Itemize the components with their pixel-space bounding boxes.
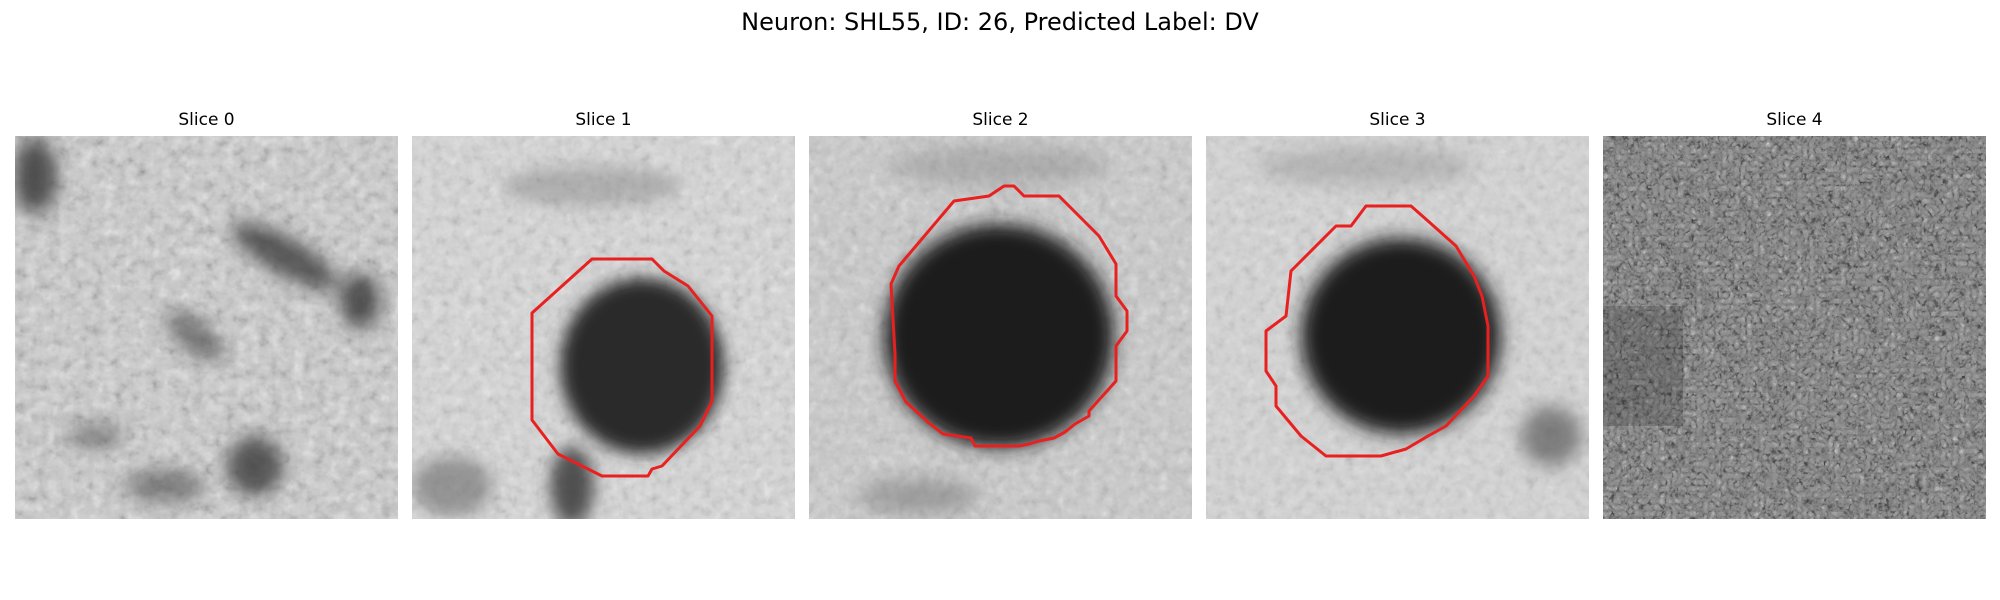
slice-image-3 [1206,136,1589,519]
slice-image-0 [15,136,398,519]
slice-image-2 [809,136,1192,519]
slice-image-4 [1603,136,1986,519]
slice-title: Slice 1 [575,110,632,130]
slice-title: Slice 0 [178,110,235,130]
slice-panel-3: Slice 3 [1206,108,1589,519]
figure-title: Neuron: SHL55, ID: 26, Predicted Label: … [741,8,1259,36]
segmentation-outline [889,184,1129,448]
slice-title: Slice 3 [1369,110,1426,130]
slice-image-1 [412,136,795,519]
slice-panel-0: Slice 0 [15,108,398,519]
segmentation-outline [1264,204,1490,458]
slice-title: Slice 4 [1766,110,1823,130]
segmentation-outline [530,257,714,478]
slice-panel-2: Slice 2 [809,108,1192,519]
slice-panel-1: Slice 1 [412,108,795,519]
slice-panel-4: Slice 4 [1603,108,1986,519]
slice-title: Slice 2 [972,110,1029,130]
